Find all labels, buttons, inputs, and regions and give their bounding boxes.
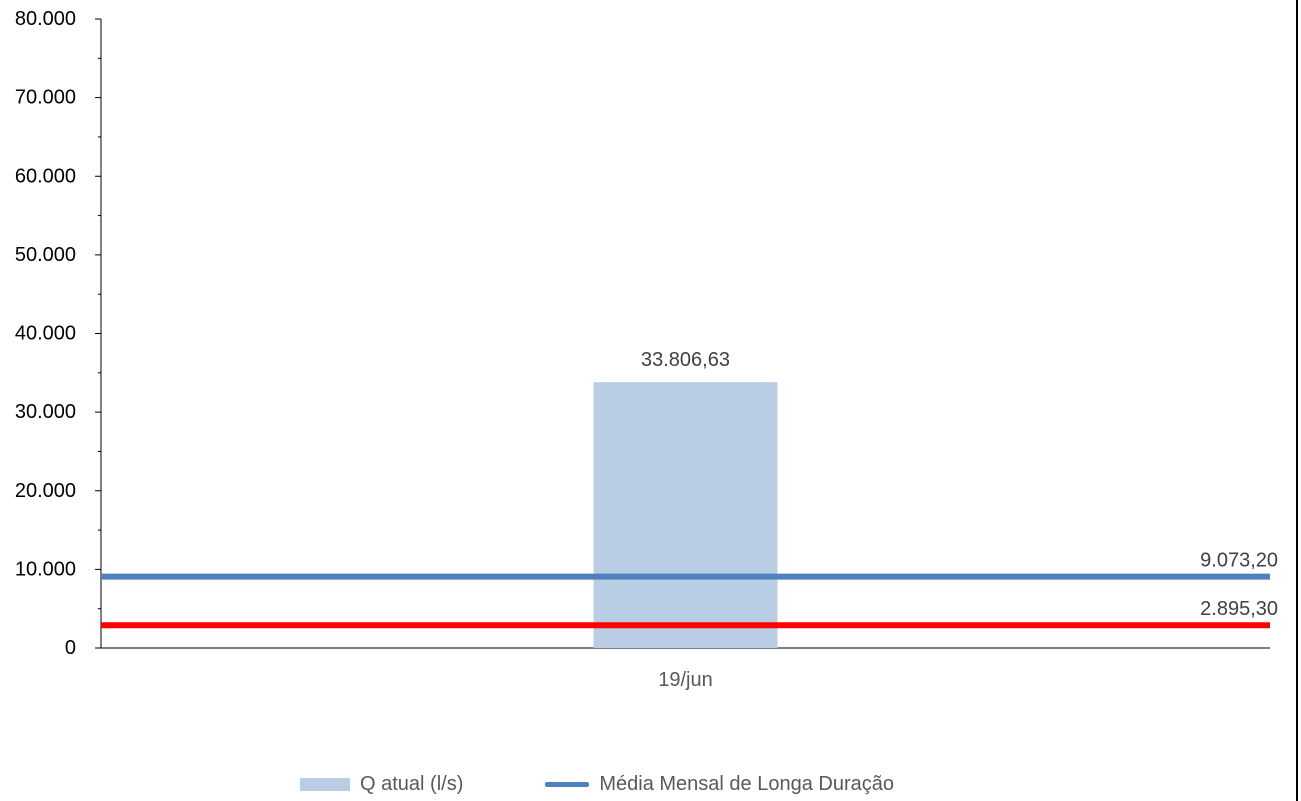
y-tick-label: 60.000 xyxy=(15,165,76,187)
y-tick-label: 30.000 xyxy=(15,401,76,423)
y-tick-label: 50.000 xyxy=(15,244,76,266)
legend-swatch-bar xyxy=(300,777,350,791)
y-tick-label: 40.000 xyxy=(15,323,76,345)
legend-label-bar: Q atual (l/s) xyxy=(360,773,464,795)
line-data-label: 9.073,20 xyxy=(1200,550,1278,572)
y-tick-label: 20.000 xyxy=(15,480,76,502)
legend-swatch-line xyxy=(545,781,590,787)
bar-data-label: 33.806,63 xyxy=(641,349,730,371)
y-tick-label: 10.000 xyxy=(15,558,76,580)
line-data-label: 2.895,30 xyxy=(1200,598,1278,620)
legend-label-line: Média Mensal de Longa Duração xyxy=(599,773,894,795)
y-tick-label: 80.000 xyxy=(15,8,76,30)
y-tick-label: 0 xyxy=(65,637,76,659)
chart-right-border xyxy=(1296,0,1298,801)
bar-mark xyxy=(593,382,778,648)
legend-item-line: Média Mensal de Longa Duração xyxy=(545,772,894,796)
x-tick-label: 19/jun xyxy=(658,669,713,691)
chart-legend: Q atual (l/s) Média Mensal de Longa Dura… xyxy=(300,772,894,796)
y-tick-label: 70.000 xyxy=(15,87,76,109)
legend-item-bar: Q atual (l/s) xyxy=(300,772,463,796)
